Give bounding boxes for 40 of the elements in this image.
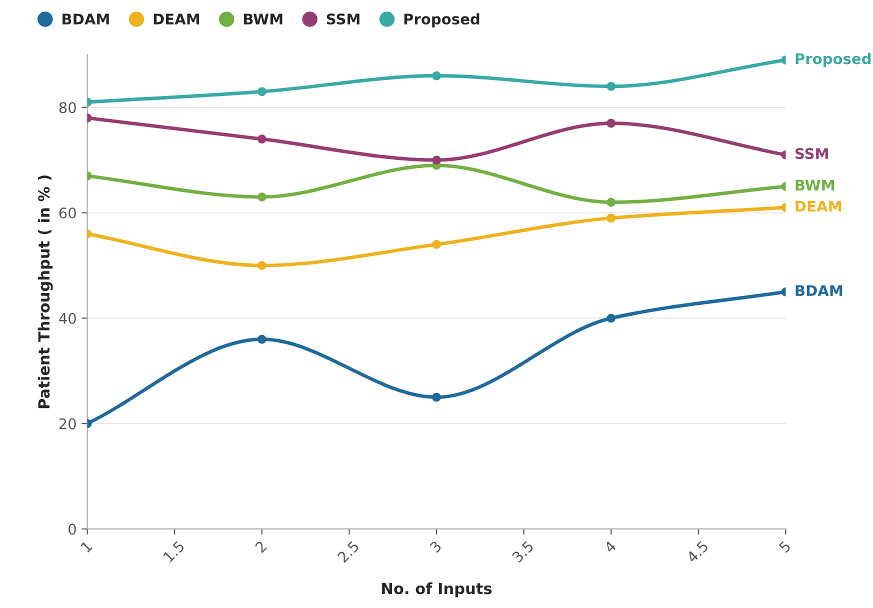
point [606, 198, 616, 207]
legend-label: BDAM [62, 14, 109, 24]
legend-label: SSM [326, 14, 360, 25]
y-tick-label: 60 [59, 208, 76, 219]
y-tick-label: 40 [59, 312, 76, 324]
point [257, 87, 266, 96]
x-tick-label: 1.5 [162, 540, 185, 563]
y-tick-label: 0 [68, 524, 76, 535]
legend-label: Proposed [404, 13, 480, 28]
text: SSM [795, 148, 828, 160]
legend-label: BWM [244, 14, 282, 24]
y-tick-label: 20 [59, 418, 76, 430]
point [606, 214, 616, 223]
x-tick-label: 5 [778, 540, 792, 554]
x-tick-label: 4.5 [686, 540, 709, 564]
point [432, 156, 441, 165]
text: Proposed [796, 52, 871, 68]
x-tick-label: 4 [604, 540, 617, 554]
text: BDAM [796, 285, 842, 296]
x-tick-label: 2.5 [336, 540, 360, 563]
text: BWM [796, 180, 834, 190]
point [432, 71, 441, 80]
point [432, 240, 441, 249]
point [257, 334, 266, 344]
point [432, 392, 441, 402]
x-tick-label: 3 [429, 540, 442, 554]
point [257, 260, 266, 270]
point [606, 82, 616, 91]
legend-label: DEAM [154, 14, 200, 24]
point [257, 192, 266, 202]
y-tick-label: 80 [59, 102, 76, 114]
point [257, 134, 266, 144]
x-axis-title: No. of Inputs [382, 582, 492, 598]
point [606, 314, 616, 323]
x-tick-label: 1 [80, 540, 92, 553]
point [606, 118, 616, 128]
x-tick-label: 2 [254, 540, 267, 554]
y-axis-title: Patient Throughput ( in % ) [38, 176, 53, 408]
x-tick-label: 3.5 [512, 540, 534, 563]
text: DEAM [796, 200, 841, 212]
